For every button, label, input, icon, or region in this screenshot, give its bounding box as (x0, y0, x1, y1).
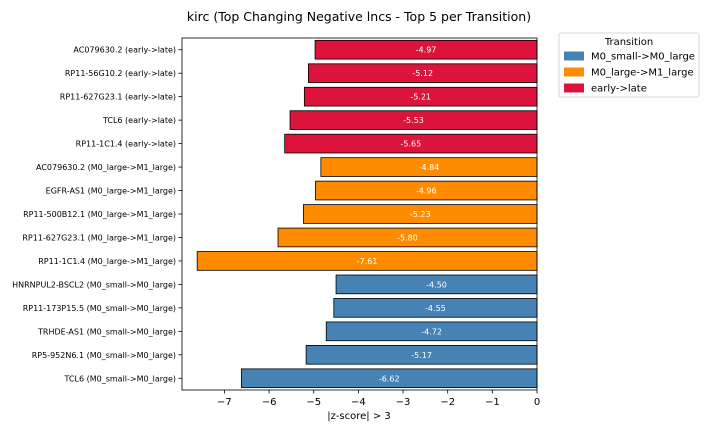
bar-value-label: -4.55 (425, 304, 446, 313)
x-tick-label: −4 (351, 397, 366, 408)
y-tick-label: RP5-952N6.1 (M0_small->M0_large) (32, 351, 176, 360)
bar-value-label: -4.97 (416, 46, 437, 55)
bar-value-label: -4.96 (416, 187, 437, 196)
bar-value-label: -5.80 (397, 233, 418, 242)
legend-swatch (564, 67, 584, 77)
x-axis-label: |z-score| > 3 (327, 411, 391, 422)
bar-value-label: -4.50 (426, 280, 447, 289)
y-tick-label: TRHDE-AS1 (M0_small->M0_large) (37, 327, 176, 336)
y-tick-label: RP11-56G10.2 (early->late) (65, 69, 176, 78)
legend-label: M0_small->M0_large (591, 52, 695, 63)
y-tick-label: AC079630.2 (early->late) (73, 46, 176, 55)
x-tick-label: −7 (217, 397, 232, 408)
x-tick-label: −1 (485, 397, 500, 408)
legend-swatch (564, 83, 584, 93)
bar-value-label: -4.72 (421, 327, 442, 336)
y-tick-labels: AC079630.2 (early->late) RP11-56G10.2 (ea… (12, 46, 182, 383)
legend-label: early->late (591, 84, 647, 95)
x-tick-label: −3 (396, 397, 411, 408)
bar-value-label: -5.21 (410, 93, 431, 102)
y-tick-label: RP11-627G23.1 (early->late) (60, 93, 176, 102)
y-tick-label: RP11-1C1.4 (early->late) (76, 140, 176, 149)
y-tick-label: RP11-173P15.5 (M0_small->M0_large) (23, 304, 176, 313)
y-tick-label: TCL6 (M0_small->M0_large) (64, 374, 177, 383)
bar-value-label: -7.61 (357, 257, 378, 266)
bar-value-label: -5.23 (410, 210, 431, 219)
bar-value-label: -5.12 (412, 69, 433, 78)
legend-label: M0_large->M1_large (591, 68, 694, 79)
chart-title: kirc (Top Changing Negative lncs - Top 5… (187, 9, 531, 24)
y-tick-label: TCL6 (early->late) (102, 116, 176, 125)
x-tick-label: −5 (306, 397, 321, 408)
legend: Transition M0_small->M0_large M0_large->M… (558, 32, 700, 98)
bar-value-label: -4.84 (419, 163, 440, 172)
x-axis-ticks: −7 −6 −5 −4 −3 −2 −1 0 (217, 390, 540, 408)
bar-value-label: -5.17 (411, 351, 432, 360)
y-tick-label: RP11-500B12.1 (M0_large->M1_large) (23, 210, 176, 219)
legend-swatch (564, 51, 584, 61)
y-tick-label: RP11-627G23.1 (M0_large->M1_large) (22, 233, 176, 242)
bar-value-label: -5.53 (403, 116, 424, 125)
y-tick-label: HNRNPUL2-BSCL2 (M0_small->M0_large) (12, 280, 176, 289)
legend-entries: M0_small->M0_large M0_large->M1_largeearl… (564, 51, 695, 95)
x-tick-label: −6 (262, 397, 277, 408)
y-tick-label: EGFR-AS1 (M0_large->M1_large) (46, 187, 176, 196)
bar-value-label: -6.62 (379, 374, 400, 383)
bar-value-label: -5.65 (401, 140, 422, 149)
legend-title: Transition (604, 37, 653, 48)
x-tick-label: 0 (534, 397, 540, 408)
legend-frame (558, 32, 700, 98)
y-tick-label: RP11-1C1.4 (M0_large->M1_large) (38, 257, 176, 266)
plot-frame (181, 37, 538, 391)
bars-layer: -4.97 -5.12 -5.21 -5.53 -5.65 -4.84 -4.96 -5.23… (196, 39, 538, 389)
y-tick-label: AC079630.2 (M0_large->M1_large) (36, 163, 176, 172)
x-tick-label: −2 (440, 397, 455, 408)
